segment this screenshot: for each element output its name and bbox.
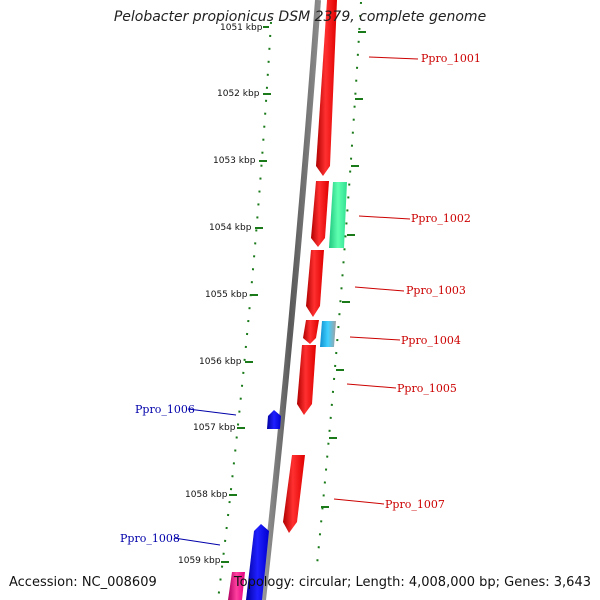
gene-label-ppro-1004[interactable]: Ppro_1004 — [401, 334, 461, 347]
gene-label-ppro-1007[interactable]: Ppro_1007 — [385, 498, 445, 511]
leader-ppro-1001 — [368, 56, 419, 60]
accession-text: Accession: NC_008609 — [9, 575, 157, 590]
gene-label-ppro-1006[interactable]: Ppro_1006 — [135, 403, 195, 416]
leader-ppro-1003 — [354, 286, 405, 292]
gene-label-ppro-1002[interactable]: Ppro_1002 — [411, 212, 471, 225]
scale-label: 1058 kbp — [185, 490, 228, 500]
scale-label: 1053 kbp — [213, 156, 256, 166]
scale-label: 1051 kbp — [220, 23, 263, 33]
gene-label-ppro-1001[interactable]: Ppro_1001 — [421, 52, 481, 65]
gene-ppro-1004-arrow[interactable] — [303, 320, 319, 344]
scale-label: 1056 kbp — [199, 357, 242, 367]
map-title: Pelobacter propionicus DSM 2379, complet… — [113, 9, 487, 25]
gene-ppro-1002-feature[interactable] — [329, 182, 347, 248]
gene-label-ppro-1008[interactable]: Ppro_1008 — [120, 532, 180, 545]
genome-backbone — [260, 0, 321, 600]
gene-ppro-1003-arrow[interactable] — [306, 250, 324, 317]
scale-label: 1057 kbp — [193, 423, 236, 433]
gene-pink-feature[interactable] — [228, 572, 245, 600]
leader-ppro-1006 — [187, 408, 237, 416]
gene-ppro-1008-arrow[interactable] — [246, 524, 269, 600]
leader-ppro-1004 — [349, 336, 401, 341]
gene-ppro-1004-feature[interactable] — [320, 321, 336, 347]
leader-ppro-1002 — [358, 215, 411, 220]
gene-label-ppro-1005[interactable]: Ppro_1005 — [397, 382, 457, 395]
gene-label-ppro-1003[interactable]: Ppro_1003 — [406, 284, 466, 297]
reverse-genes — [228, 410, 281, 600]
leader-ppro-1007 — [333, 498, 385, 505]
gene-ppro-1001-arrow[interactable] — [316, 0, 337, 176]
inner-tick-track — [217, 21, 272, 600]
scale-label: 1059 kbp — [178, 556, 221, 566]
gene-ppro-1006-arrow[interactable] — [267, 410, 281, 429]
gene-ppro-1002-arrow[interactable] — [311, 181, 329, 247]
gene-ppro-1005-arrow[interactable] — [297, 345, 316, 415]
genome-summary-text: Topology: circular; Length: 4,008,000 bp… — [233, 575, 591, 590]
leader-ppro-1005 — [346, 383, 397, 389]
scale-ticks: 1051 kbp 1052 kbp 1053 kbp 1054 kbp 1055… — [178, 23, 271, 566]
label-leaders — [173, 56, 419, 546]
leader-ppro-1008 — [173, 537, 221, 546]
gene-labels: Ppro_1001 Ppro_1002 Ppro_1003 Ppro_1004 … — [120, 52, 481, 545]
outer-major-ticks — [321, 31, 366, 508]
forward-genes — [283, 0, 347, 533]
scale-label: 1055 kbp — [205, 290, 248, 300]
scale-label: 1054 kbp — [209, 223, 252, 233]
scale-label: 1052 kbp — [217, 89, 260, 99]
gene-ppro-1007-arrow[interactable] — [283, 455, 305, 533]
